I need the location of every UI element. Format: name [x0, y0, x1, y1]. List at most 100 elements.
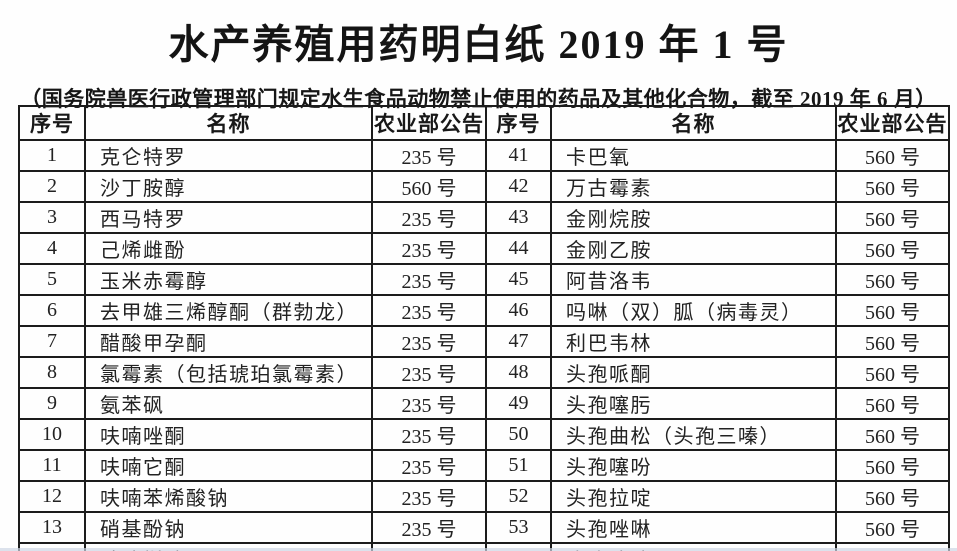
- table-row: 13 硝基酚钠 235 号 53 头孢唑啉 560 号: [18, 511, 950, 544]
- row-index-cell: 2: [18, 170, 86, 203]
- notice-cell: 235 号: [371, 480, 487, 513]
- drug-name-cell: 沙丁胺醇: [84, 170, 373, 203]
- row-index-cell: 3: [18, 201, 86, 234]
- row-index-cell: 52: [485, 480, 552, 513]
- header-col-notice-right: 农业部公告: [835, 105, 950, 141]
- drug-name-cell: 玉米赤霉醇: [84, 263, 373, 296]
- drug-name-cell: 己烯雌酚: [84, 232, 373, 265]
- notice-cell: 235 号: [371, 232, 487, 265]
- notice-cell: 560 号: [835, 511, 950, 544]
- table-row: 1 克仑特罗 235 号 41 卡巴氧 560 号: [18, 139, 950, 172]
- drug-name-cell: 硝基酚钠: [84, 511, 373, 544]
- row-index-cell: 41: [485, 139, 552, 172]
- table-row: 4 己烯雌酚 235 号 44 金刚乙胺 560 号: [18, 232, 950, 265]
- notice-cell: 235 号: [371, 139, 487, 172]
- table-row: 3 西马特罗 235 号 43 金刚烷胺 560 号: [18, 201, 950, 234]
- notice-cell: 560 号: [835, 387, 950, 420]
- drug-name-cell: 呋喃唑酮: [84, 418, 373, 451]
- drug-name-cell: 醋酸甲孕酮: [84, 325, 373, 358]
- notice-cell: 560 号: [835, 201, 950, 234]
- drug-name-cell: 头孢曲松（头孢三嗪）: [550, 418, 837, 451]
- row-index-cell: 13: [18, 511, 86, 544]
- drug-name-cell: 利巴韦林: [550, 325, 837, 358]
- drug-name-cell: 头孢噻肟: [550, 387, 837, 420]
- drug-name-cell: 头孢噻吩: [550, 449, 837, 482]
- header-col-name-left: 名称: [84, 105, 373, 141]
- drug-name-cell: 万古霉素: [550, 170, 837, 203]
- drug-name-cell: 头孢唑啉: [550, 511, 837, 544]
- notice-cell: 235 号: [371, 418, 487, 451]
- row-index-cell: 9: [18, 387, 86, 420]
- notice-cell: 560 号: [835, 480, 950, 513]
- row-index-cell: 10: [18, 418, 86, 451]
- notice-cell: 560 号: [835, 263, 950, 296]
- header-col-notice-left: 农业部公告: [371, 105, 487, 141]
- table-row: 5 玉米赤霉醇 235 号 45 阿昔洛韦 560 号: [18, 263, 950, 296]
- row-index-cell: 44: [485, 232, 552, 265]
- drug-name-cell: 西马特罗: [84, 201, 373, 234]
- table-row: 9 氨苯砜 235 号 49 头孢噻肟 560 号: [18, 387, 950, 420]
- row-index-cell: 51: [485, 449, 552, 482]
- header-col-no-right: 序号: [485, 105, 552, 141]
- row-index-cell: 47: [485, 325, 552, 358]
- notice-cell: 560 号: [835, 170, 950, 203]
- drug-name-cell: 头孢哌酮: [550, 356, 837, 389]
- drug-name-cell: 吗啉（双）胍（病毒灵）: [550, 294, 837, 327]
- notice-cell: 560 号: [835, 294, 950, 327]
- banned-drugs-table: 序号 名称 农业部公告 序号 名称 农业部公告 1 克仑特罗 235 号 41 卡巴氧 5…: [18, 105, 950, 551]
- row-index-cell: 48: [485, 356, 552, 389]
- drug-name-cell: 金刚乙胺: [550, 232, 837, 265]
- notice-cell: 235 号: [371, 449, 487, 482]
- table-header-row: 序号 名称 农业部公告 序号 名称 农业部公告: [18, 105, 950, 141]
- table-body: 1 克仑特罗 235 号 41 卡巴氧 560 号 2 沙丁胺醇 560 号 42 万古霉素 560 …: [18, 139, 950, 551]
- drug-name-cell: 氯霉素（包括琥珀氯霉素）: [84, 356, 373, 389]
- row-index-cell: 5: [18, 263, 86, 296]
- header-col-name-right: 名称: [550, 105, 837, 141]
- page-title: 水产养殖用药明白纸 2019 年 1 号: [168, 22, 789, 67]
- row-index-cell: 12: [18, 480, 86, 513]
- notice-cell: 235 号: [371, 263, 487, 296]
- drug-name-cell: 呋喃苯烯酸钠: [84, 480, 373, 513]
- row-index-cell: 43: [485, 201, 552, 234]
- table-row: 12 呋喃苯烯酸钠 235 号 52 头孢拉啶 560 号: [18, 480, 950, 513]
- drug-name-cell: 氨苯砜: [84, 387, 373, 420]
- notice-cell: 560 号: [835, 139, 950, 172]
- row-index-cell: 42: [485, 170, 552, 203]
- notice-cell: 235 号: [371, 511, 487, 544]
- header-col-no-left: 序号: [18, 105, 86, 141]
- notice-cell: 235 号: [371, 201, 487, 234]
- row-index-cell: 6: [18, 294, 86, 327]
- notice-cell: 560 号: [835, 418, 950, 451]
- row-index-cell: 53: [485, 511, 552, 544]
- row-index-cell: 49: [485, 387, 552, 420]
- drug-name-cell: 卡巴氧: [550, 139, 837, 172]
- row-index-cell: 8: [18, 356, 86, 389]
- drug-name-cell: 阿昔洛韦: [550, 263, 837, 296]
- table-row: 2 沙丁胺醇 560 号 42 万古霉素 560 号: [18, 170, 950, 203]
- notice-cell: 560 号: [371, 170, 487, 203]
- drug-name-cell: 去甲雄三烯醇酮（群勃龙）: [84, 294, 373, 327]
- scan-artifact-line: [0, 548, 957, 551]
- row-index-cell: 11: [18, 449, 86, 482]
- table-row: 6 去甲雄三烯醇酮（群勃龙） 235 号 46 吗啉（双）胍（病毒灵） 560 号: [18, 294, 950, 327]
- row-index-cell: 50: [485, 418, 552, 451]
- notice-cell: 235 号: [371, 356, 487, 389]
- drug-name-cell: 金刚烷胺: [550, 201, 837, 234]
- notice-cell: 235 号: [371, 325, 487, 358]
- table-row: 8 氯霉素（包括琥珀氯霉素） 235 号 48 头孢哌酮 560 号: [18, 356, 950, 389]
- drug-name-cell: 克仑特罗: [84, 139, 373, 172]
- row-index-cell: 46: [485, 294, 552, 327]
- notice-cell: 235 号: [371, 387, 487, 420]
- row-index-cell: 7: [18, 325, 86, 358]
- notice-cell: 560 号: [835, 325, 950, 358]
- notice-cell: 235 号: [371, 294, 487, 327]
- row-index-cell: 45: [485, 263, 552, 296]
- table-row: 7 醋酸甲孕酮 235 号 47 利巴韦林 560 号: [18, 325, 950, 358]
- drug-name-cell: 呋喃它酮: [84, 449, 373, 482]
- row-index-cell: 4: [18, 232, 86, 265]
- row-index-cell: 1: [18, 139, 86, 172]
- notice-cell: 560 号: [835, 232, 950, 265]
- table-row: 11 呋喃它酮 235 号 51 头孢噻吩 560 号: [18, 449, 950, 482]
- drug-name-cell: 头孢拉啶: [550, 480, 837, 513]
